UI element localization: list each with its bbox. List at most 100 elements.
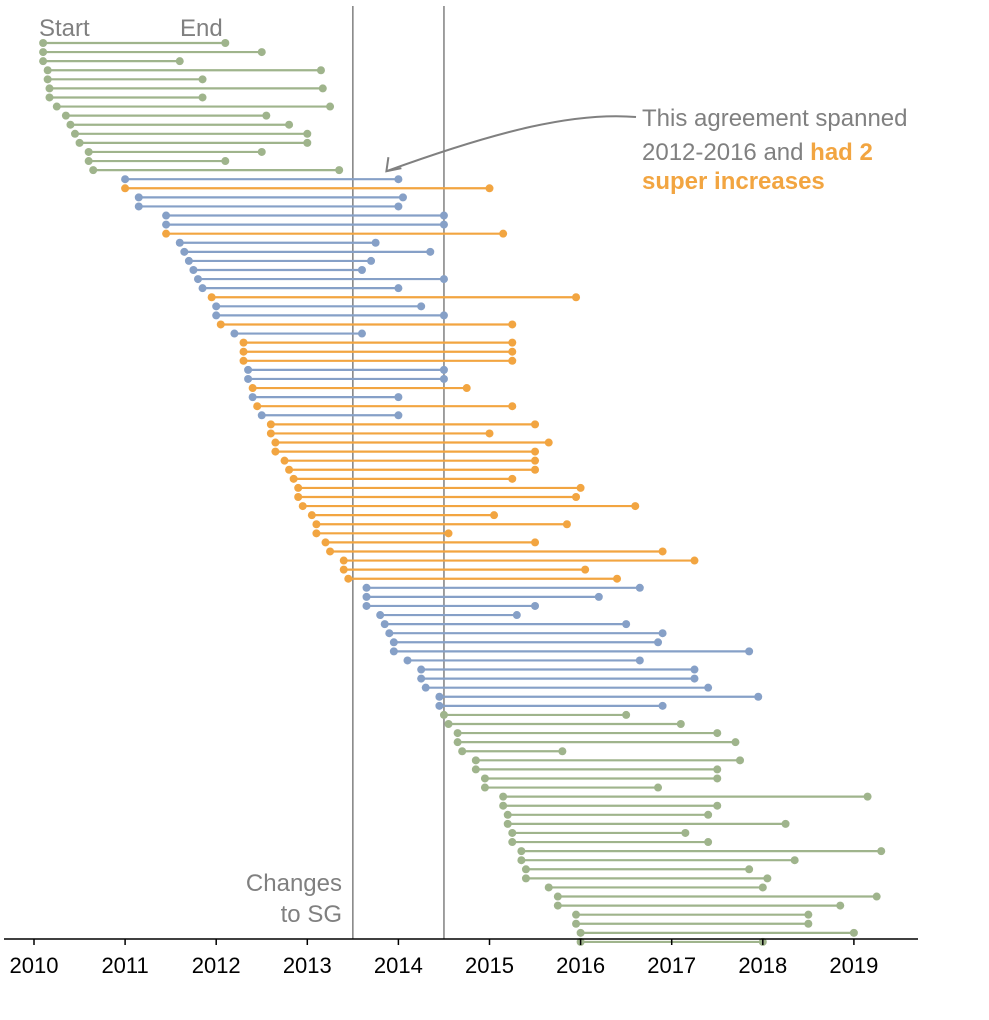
agreement-row [280, 456, 540, 465]
agreement-start-dot [385, 629, 394, 638]
agreement-start-dot [248, 384, 257, 393]
agreement-row [66, 120, 294, 129]
agreement-end-dot [221, 39, 230, 47]
agreement-end-dot [635, 583, 644, 592]
agreement-end-dot [531, 538, 540, 547]
agreement-start-dot [43, 66, 52, 75]
agreement-start-dot [521, 865, 530, 874]
agreement-end-dot [676, 720, 685, 728]
agreement-end-dot [704, 810, 713, 819]
agreement-end-dot [490, 511, 499, 520]
agreement-start-dot [417, 665, 426, 674]
x-tick-label: 2015 [465, 953, 514, 978]
agreement-row [121, 175, 403, 184]
agreement-row [39, 57, 184, 66]
agreement-row [417, 665, 699, 674]
agreement-row [389, 647, 754, 656]
agreement-end-dot [713, 729, 722, 738]
agreement-end-dot [198, 93, 207, 102]
agreement-end-dot [658, 547, 667, 556]
agreement-start-dot [453, 738, 462, 747]
x-tick-label: 2018 [738, 953, 787, 978]
agreement-end-dot [713, 774, 722, 783]
agreement-row [70, 129, 312, 138]
agreement-end-dot [318, 84, 327, 93]
agreement-row [61, 111, 271, 120]
agreement-row [239, 356, 517, 365]
agreement-start-dot [480, 774, 489, 783]
agreement-start-dot [312, 520, 321, 529]
agreement-row [253, 402, 517, 411]
agreement-end-dot [462, 384, 471, 393]
agreement-end-dot [439, 374, 448, 383]
agreement-row [471, 765, 722, 774]
agreement-row [298, 502, 640, 511]
agreement-start-dot [362, 583, 371, 592]
agreement-row [326, 547, 667, 556]
agreement-end-dot [394, 284, 403, 293]
agreement-end-dot [654, 783, 663, 792]
agreement-row [45, 93, 207, 102]
agreement-start-dot [326, 547, 335, 556]
agreement-start-dot [339, 565, 348, 574]
agreement-end-dot [357, 329, 366, 338]
x-tick-label: 2011 [101, 953, 148, 978]
x-tick-label: 2010 [10, 953, 59, 978]
agreement-row [572, 919, 813, 928]
agreement-start-dot [499, 801, 508, 810]
agreement-start-dot [439, 710, 448, 719]
agreement-row [266, 429, 494, 438]
agreement-row [312, 520, 571, 529]
agreement-start-dot [70, 129, 79, 138]
agreement-start-dot [193, 275, 202, 284]
agreement-start-dot [285, 465, 294, 474]
agreement-start-dot [239, 338, 248, 347]
agreement-start-dot [84, 147, 93, 156]
agreement-end-dot [631, 502, 640, 511]
agreement-end-dot [512, 611, 521, 620]
agreement-end-dot [622, 710, 631, 719]
agreement-row [75, 138, 312, 147]
agreement-start-dot [212, 311, 221, 320]
annotation-arrow [386, 115, 637, 173]
agreement-end-dot [198, 75, 207, 84]
agreement-row [84, 147, 266, 156]
agreement-start-dot [521, 874, 530, 883]
agreement-end-dot [658, 701, 667, 710]
agreement-end-dot [758, 883, 767, 892]
agreement-start-dot [503, 819, 512, 828]
agreement-row [499, 792, 872, 801]
agreement-end-dot [594, 592, 603, 601]
agreement-start-dot [89, 166, 98, 175]
agreement-row [499, 801, 722, 810]
agreement-row [216, 320, 517, 329]
agreement-start-dot [175, 238, 184, 247]
agreement-end-dot [394, 175, 403, 184]
agreement-start-dot [339, 556, 348, 565]
agreement-row [439, 710, 631, 719]
agreement-row [212, 311, 448, 320]
agreement-start-dot [362, 592, 371, 601]
agreement-row [84, 157, 230, 166]
annotation: This agreement spanned 2012-2016 and had… [385, 105, 908, 195]
agreement-end-dot [531, 456, 540, 465]
agreement-end-dot [658, 629, 667, 638]
agreement-start-dot [289, 474, 298, 483]
agreement-start-dot [508, 838, 517, 847]
agreement-end-dot [745, 865, 754, 874]
agreement-start-dot [553, 892, 562, 901]
annotation-arrowhead [385, 157, 402, 173]
agreement-end-dot [394, 411, 403, 420]
x-tick-label: 2013 [283, 953, 332, 978]
agreement-row [521, 865, 754, 874]
agreement-row [521, 874, 772, 883]
agreement-end-dot [804, 910, 813, 919]
agreement-row [553, 892, 881, 901]
agreement-row [435, 692, 763, 701]
agreement-row [480, 783, 663, 792]
annotation-line3-highlight: super increases [642, 168, 825, 195]
agreement-end-dot [508, 320, 517, 329]
agreement-end-dot [303, 129, 312, 138]
agreement-end-dot [581, 565, 590, 574]
agreement-end-dot [613, 574, 622, 583]
